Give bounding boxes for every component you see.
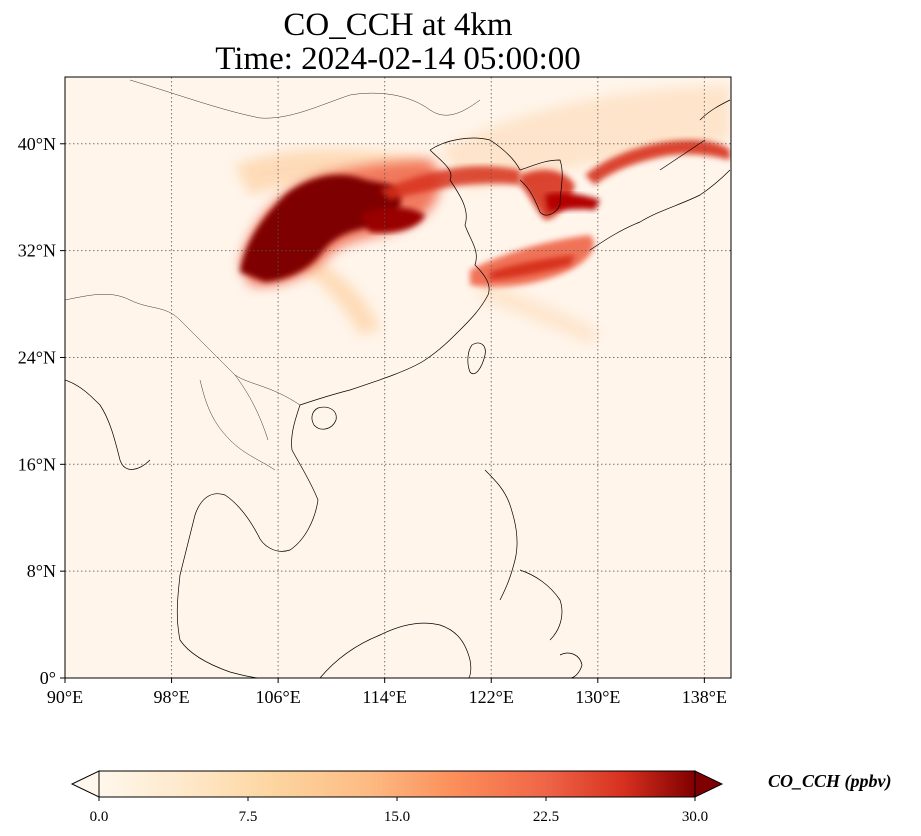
lon-tick-label: 138°E [682,687,727,707]
lon-tick-label: 130°E [575,687,620,707]
lat-tick-label: 40°N [18,134,56,154]
colorbar-tick-label: 0.0 [90,809,109,825]
map-time-subtitle: Time: 2024-02-14 05:00:00 [215,41,581,77]
lat-tick-label: 16°N [18,454,56,474]
gridlines [65,77,731,678]
colorbar-min-extension [70,770,100,798]
lon-tick-label: 114°E [362,687,407,707]
colorbar: 0.0 7.5 15.0 22.5 30.0 [70,770,724,825]
axis-ticks: 90°E 98°E 106°E 114°E 122°E 130°E 138°E 0° 8°N 16… [18,134,727,707]
lat-tick-label: 0° [40,668,56,688]
colorbar-tick-label: 30.0 [682,809,708,825]
colorbar-tick-label: 22.5 [533,809,559,825]
colorbar-tick-label: 15.0 [384,809,410,825]
map-title: CO_CCH at 4km [283,7,513,43]
country-borders [65,79,481,471]
lon-tick-label: 122°E [469,687,514,707]
lon-tick-label: 98°E [153,687,189,707]
co-concentration-field [235,85,730,345]
lat-tick-label: 32°N [18,241,56,261]
colorbar-ticks: 0.0 7.5 15.0 22.5 30.0 [90,797,708,825]
colorbar-max-extension [694,770,724,798]
map-frame [64,76,732,679]
colorbar-tick-label: 7.5 [239,809,258,825]
colorbar-label: CO_CCH (ppbv) [768,771,892,791]
lon-tick-label: 106°E [256,687,301,707]
lat-tick-label: 8°N [27,561,56,581]
colorbar-gradient [98,770,696,798]
lon-tick-label: 90°E [47,687,83,707]
coastlines [65,99,731,678]
lat-tick-label: 24°N [18,347,56,367]
